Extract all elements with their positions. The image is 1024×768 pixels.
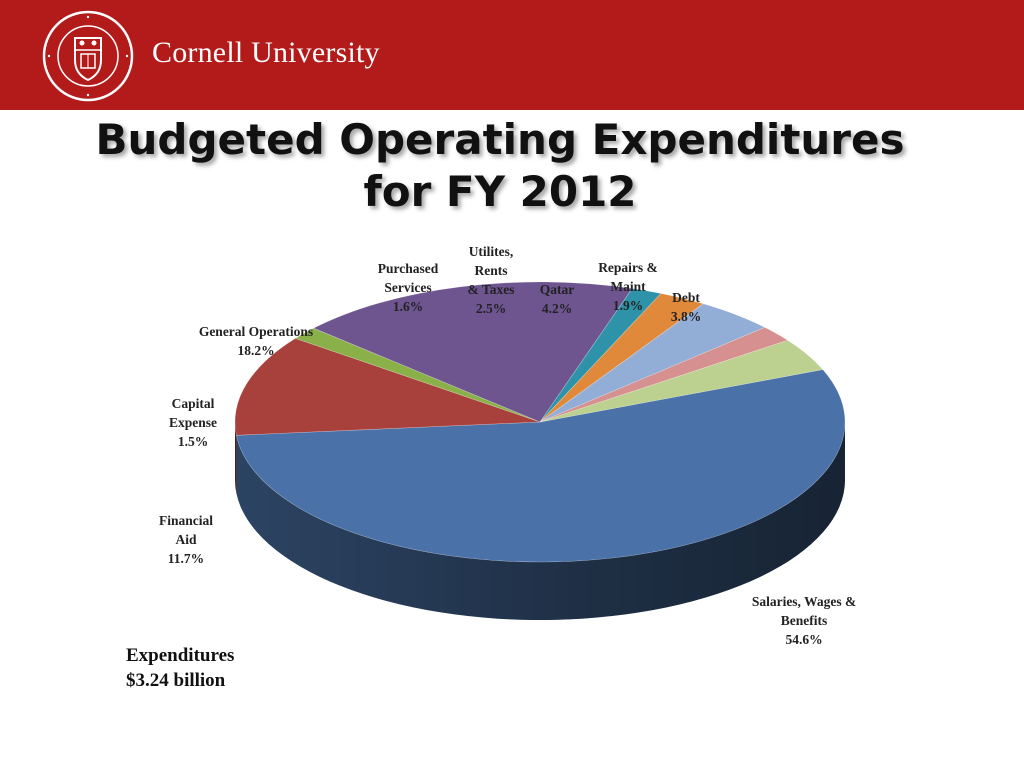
data-label-5: Utilites, Rents & Taxes 2.5%: [468, 244, 515, 316]
slice-debt: [539, 340, 824, 423]
pie-slices: [234, 281, 846, 563]
slice-capital-expense: [294, 327, 541, 423]
slice-side-shade-0: [236, 422, 845, 620]
data-label-7: Repairs & Maint 1.9%: [598, 260, 658, 313]
slice-financial-aid: [234, 338, 541, 436]
slice-general-operations: [312, 281, 633, 423]
slice-repairs-maint: [539, 327, 789, 423]
title-line-2: for FY 2012: [363, 167, 637, 216]
header-bar: Cornell University: [0, 0, 1024, 110]
data-label-0: Salaries, Wages & Benefits 54.6%: [752, 594, 856, 647]
title-line-1: Budgeted Operating Expenditures: [95, 115, 905, 164]
total-value: $3.24 billion: [126, 670, 226, 691]
data-label-1: Financial Aid 11.7%: [159, 513, 213, 566]
slice-purchased-services: [539, 288, 662, 423]
data-label-8: Debt 3.8%: [671, 290, 701, 324]
data-label-3: General Operations 18.2%: [199, 324, 313, 358]
slice-side-shade-1: [235, 422, 237, 494]
slice-salaries-wages-benefits: [236, 369, 846, 563]
data-label-2: Capital Expense 1.5%: [169, 396, 217, 449]
slice-qatar: [539, 303, 766, 423]
cornell-seal-logo: [42, 10, 134, 102]
total-label: Expenditures: [126, 645, 235, 666]
pie-labels: Salaries, Wages & Benefits 54.6% Financial A…: [159, 244, 856, 647]
total-expenditures: Expenditures $3.24 billion: [126, 643, 234, 693]
slice-utilites-rents-taxes: [539, 293, 704, 423]
slide-title: Budgeted Operating Expenditures for FY 2…: [0, 114, 1000, 218]
pie-side-walls: [235, 422, 845, 620]
data-label-4: Purchased Services 1.6%: [378, 261, 439, 314]
brand-name: Cornell University: [152, 36, 380, 69]
data-label-6: Qatar 4.2%: [540, 282, 575, 316]
